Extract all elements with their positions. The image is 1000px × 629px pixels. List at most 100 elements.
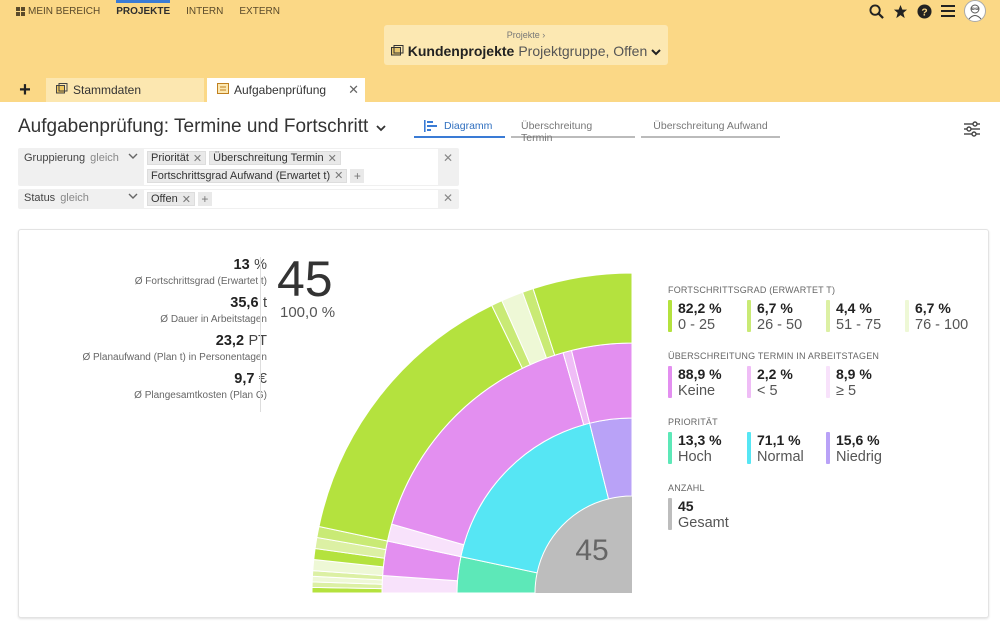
add-value-button[interactable]: + [350,168,365,183]
nav-item-mein-bereich[interactable]: MEIN BEREICH [16,0,100,22]
legend-item[interactable]: 13,3 % Hoch [668,432,747,465]
breadcrumb[interactable]: Projekte › [506,30,546,40]
divider [260,257,261,412]
legend-label: < 5 [757,383,778,399]
sunburst-center-label: 45 [575,534,608,567]
legend-value: 88,9 % [678,366,722,382]
stat-fortschrittsgrad: 13 % Ø Fortschrittsgrad (Erwartet t) [47,256,267,287]
chevron-down-icon [651,43,661,59]
clear-filter-icon[interactable]: ✕ [442,191,453,205]
legend-value: 45 [678,498,694,514]
legend-group: 45 Gesamt [668,498,988,531]
close-icon[interactable]: ✕ [192,152,203,165]
sunburst-segment[interactable] [532,272,633,356]
close-icon[interactable]: ✕ [334,170,344,182]
legend-item[interactable]: 4,4 % 51 - 75 [826,300,905,333]
page-title-text: Aufgabenprüfung: Termine und Fortschritt [18,116,369,137]
legend-color-swatch [668,432,672,464]
project-selector[interactable]: Projekte › Kundenprojekte Projektgruppe,… [384,25,668,65]
menu-icon[interactable] [940,3,956,19]
total-count: 45 [277,251,333,307]
view-tabs: Diagramm Überschreitung Termin Überschre… [414,118,780,144]
close-icon[interactable]: ✕ [348,82,359,97]
filter-chip[interactable]: Fortschrittsgrad Aufwand (Erwartet t) ✕ [147,168,348,183]
legend-item[interactable]: 82,2 % 0 - 25 [668,300,747,333]
filter-chip[interactable]: Überschreitung Termin ✕ [209,151,341,165]
add-tab-button[interactable]: + [19,78,31,101]
legend-item[interactable]: 8,9 % ≥ 5 [826,366,905,399]
legend-item[interactable]: 6,7 % 76 - 100 [905,300,984,333]
page-title[interactable]: Aufgabenprüfung: Termine und Fortschritt [18,116,386,138]
legend-value: 2,2 % [757,366,793,382]
legend-item[interactable]: 2,2 % < 5 [747,366,826,399]
main-nav: MEIN BEREICH PROJEKTE INTERN EXTERN [16,0,280,22]
chip-label: Priorität [151,152,189,164]
total-percent: 100,0 % [280,304,336,321]
legend-value: 82,2 % [678,300,722,316]
sunburst-chart: 45 [311,272,633,594]
tab-ueberschreitung-termin[interactable]: Überschreitung Termin [511,118,635,144]
star-icon[interactable] [892,3,908,19]
legend-label: 51 - 75 [836,317,882,333]
stat-unit: PT [248,333,267,349]
filter-values: Priorität ✕ Überschreitung Termin ✕ Fortsc… [144,149,438,185]
stat-plangesamtkosten: 9,7 € Ø Plangesamtkosten (Plan G) [47,370,267,401]
filter-operator: gleich [90,152,119,164]
settings-sliders-icon[interactable] [962,119,982,139]
filter-operator: gleich [60,192,89,204]
filter-chip[interactable]: Offen ✕ [147,192,195,206]
legend-group: 13,3 % Hoch 71,1 % Normal 15,6 % Niedrig [668,432,988,465]
close-icon[interactable]: ✕ [181,193,191,206]
legend-value: 6,7 % [915,300,951,316]
legend-item[interactable]: 45 Gesamt [668,498,747,531]
nav-item-extern[interactable]: EXTERN [239,0,280,22]
avatar[interactable] [964,0,986,22]
bar-chart-icon [424,120,438,135]
filter-chip[interactable]: Priorität ✕ [147,151,207,165]
chart-legend: FORTSCHRITTSGRAD (ERWARTET T) 82,2 % 0 - 2… [668,285,988,549]
legend-title: ÜBERSCHREITUNG TERMIN IN ARBEITSTAGEN [668,351,880,361]
chevron-down-icon[interactable] [128,192,138,203]
legend-label: ≥ 5 [836,383,857,399]
tab-label: Aufgabenprüfung [234,83,327,97]
tab-ueberschreitung-aufwand[interactable]: Überschreitung Aufwand [641,118,780,138]
stat-dauer: 35,6 t Ø Dauer in Arbeitstagen [47,294,267,325]
tab-aufgabenpruefung[interactable]: Aufgabenprüfung ✕ [207,78,365,102]
stat-value: 13 [233,257,250,273]
chevron-down-icon [376,116,386,138]
legend-label: Keine [678,383,716,399]
stat-value: 23,2 [215,333,245,349]
legend-color-swatch [747,300,751,332]
nav-label: EXTERN [239,5,280,17]
legend-item[interactable]: 71,1 % Normal [747,432,826,465]
top-bar: MEIN BEREICH PROJEKTE INTERN EXTERN ? Pr… [0,0,1000,76]
legend-item[interactable]: 15,6 % Niedrig [826,432,905,465]
legend-group: 82,2 % 0 - 25 6,7 % 26 - 50 4,4 % 51 - 75 6,7 … [668,300,988,333]
search-icon[interactable] [868,3,884,19]
filter-label[interactable]: Gruppierung gleich [24,152,119,164]
legend-color-swatch [668,300,672,332]
nav-item-projekte[interactable]: PROJEKTE [116,0,171,22]
filter-label[interactable]: Status gleich [24,192,89,204]
add-value-button[interactable]: + [197,192,212,206]
tab-diagramm[interactable]: Diagramm [414,118,505,138]
help-icon[interactable]: ? [916,3,932,19]
tab-stammdaten[interactable]: Stammdaten [46,78,204,102]
tab-label: Diagramm [444,120,493,132]
legend-item[interactable]: 88,9 % Keine [668,366,747,399]
sunburst-center[interactable] [535,496,632,593]
grid-icon [16,6,25,16]
stat-unit: € [258,371,267,387]
legend-item[interactable]: 6,7 % 26 - 50 [747,300,826,333]
chevron-down-icon[interactable] [128,152,138,163]
legend-value: 13,3 % [678,432,722,448]
close-icon[interactable]: ✕ [327,152,337,165]
nav-item-intern[interactable]: INTERN [186,0,223,22]
stat-value: 35,6 [230,295,259,311]
nav-label: PROJEKTE [116,5,171,17]
tab-label: Überschreitung Aufwand [653,120,768,132]
project-folder-icon [390,43,404,59]
legend-label: Gesamt [678,515,729,531]
tab-label: Stammdaten [73,83,142,97]
clear-filter-icon[interactable]: ✕ [442,151,453,165]
